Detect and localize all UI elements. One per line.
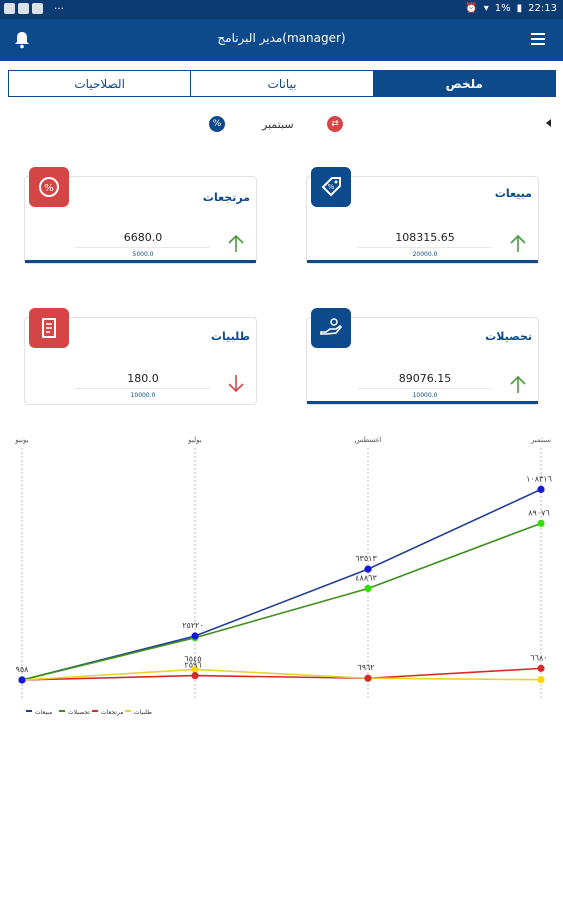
card-underline — [307, 260, 538, 263]
percent-icon[interactable]: % — [209, 116, 225, 132]
orders-label: طلبيات — [210, 330, 250, 343]
notification-icon-1 — [4, 3, 15, 14]
svg-text:%: % — [44, 183, 54, 194]
sales-target: 20000.0 — [412, 251, 438, 258]
data-point — [537, 664, 545, 672]
x-tick-label: اغسطس — [355, 436, 382, 444]
legend-label: مرتجعات — [101, 709, 123, 716]
x-tick-label: سبتمبر — [530, 436, 551, 444]
prev-period-arrow-icon[interactable] — [546, 119, 551, 127]
status-bar: … ⏰ ▾ 1% ▮ 22:13 — [0, 0, 563, 19]
trend-up-icon — [228, 234, 244, 252]
data-point — [18, 676, 26, 684]
series-line-3 — [21, 668, 542, 681]
series-line-2 — [21, 667, 542, 681]
wifi-icon: ▾ — [483, 3, 489, 14]
app-title: مدير البرنامج(manager) — [217, 31, 346, 45]
svg-text:%: % — [328, 183, 335, 191]
data-label: ٦٥٤٥ — [184, 654, 201, 663]
returns-percent-icon: % — [29, 167, 69, 207]
data-point — [364, 584, 372, 593]
returns-value: 6680.0 — [123, 231, 163, 244]
more-notifications-icon: … — [54, 1, 65, 12]
data-label: ٤٨٨٦٣ — [355, 573, 377, 582]
trend-up-icon — [510, 234, 526, 252]
data-point — [537, 485, 545, 493]
sales-value: 108315.65 — [395, 231, 455, 244]
data-label: ٢٥٩٦ — [184, 661, 201, 670]
battery-icon: ▮ — [516, 3, 523, 14]
bell-icon[interactable] — [14, 31, 30, 49]
collections-hand-icon — [311, 308, 351, 348]
period-label: سبتمبر — [262, 118, 294, 131]
status-right: ⏰ ▾ 1% ▮ 22:13 — [465, 3, 557, 14]
data-point — [537, 676, 545, 684]
data-label: ١٠٨٣١٦ — [526, 474, 552, 483]
notification-icon-3 — [32, 3, 43, 14]
alarm-icon: ⏰ — [465, 3, 478, 14]
chart-svg: يونيو يوليو اغسطس سبتمبر ٢٥٢٢٠ ٦٣٥١٣ ١٠٨٣١٦ ٤٨٨… — [14, 436, 552, 716]
returns-card[interactable]: % مرتجعات 6680.0 5000.0 — [24, 167, 257, 264]
series-line-0 — [21, 488, 542, 681]
tab-data[interactable]: بيانات — [191, 71, 374, 96]
data-label: ٨٩٠٧٦ — [528, 508, 549, 517]
app-bar: مدير البرنامج(manager) — [0, 19, 563, 61]
data-point — [191, 632, 199, 640]
collections-card[interactable]: تحصيلات 89076.15 10000.0 — [306, 308, 539, 405]
sales-tag-icon: % — [311, 167, 351, 207]
data-label: ٦٣٥١٣ — [355, 554, 377, 563]
orders-target: 10000.0 — [130, 392, 156, 399]
sales-card[interactable]: % مبيعات 108315.65 20000.0 — [306, 167, 539, 264]
period-selector: % سبتمبر ⇄ — [0, 112, 563, 138]
orders-receipt-icon — [29, 308, 69, 348]
orders-value: 180.0 — [127, 372, 159, 385]
tab-summary[interactable]: ملخص — [373, 71, 555, 96]
data-point — [364, 565, 372, 573]
swap-period-icon[interactable]: ⇄ — [327, 116, 343, 132]
data-point — [364, 674, 372, 682]
data-point — [537, 519, 545, 527]
sales-label: مبيعات — [494, 187, 532, 200]
legend-label: تحصيلات — [68, 709, 90, 716]
data-label: ٢٥٢٢٠ — [182, 621, 203, 630]
data-point — [191, 672, 199, 680]
notification-icon-2 — [18, 3, 29, 14]
trend-down-icon — [228, 375, 244, 393]
legend-label: طلبيات — [134, 709, 152, 716]
orders-card[interactable]: طلبيات 180.0 10000.0 — [24, 308, 257, 405]
notification-icons — [4, 3, 43, 14]
hamburger-menu-icon[interactable] — [531, 33, 545, 45]
battery-percent: 1% — [494, 3, 511, 14]
data-label: ٩٥٨ — [16, 665, 30, 674]
data-point — [191, 665, 199, 674]
returns-target: 5000.0 — [132, 251, 154, 258]
collections-target: 10000.0 — [412, 392, 438, 399]
x-tick-label: يونيو — [14, 436, 28, 444]
collections-label: تحصيلات — [485, 330, 532, 343]
series-line-1 — [21, 522, 542, 681]
data-label: ٦٩٦٢ — [357, 663, 374, 672]
data-label: ٦٦٨٠ — [530, 653, 547, 662]
clock: 22:13 — [528, 3, 557, 14]
x-tick-label: يوليو — [187, 436, 201, 444]
legend-label: مبيعات — [35, 709, 52, 716]
collections-value: 89076.15 — [398, 372, 452, 385]
line-chart: يونيو يوليو اغسطس سبتمبر ٢٥٢٢٠ ٦٣٥١٣ ١٠٨٣١٦ ٤٨٨… — [0, 430, 563, 730]
tab-permissions[interactable]: الصلاحيات — [9, 71, 192, 96]
tab-bar: الصلاحيات بيانات ملخص — [8, 70, 556, 97]
card-underline — [307, 401, 538, 404]
returns-label: مرتجعات — [202, 191, 250, 204]
card-underline — [25, 260, 256, 263]
trend-up-icon — [510, 375, 526, 393]
